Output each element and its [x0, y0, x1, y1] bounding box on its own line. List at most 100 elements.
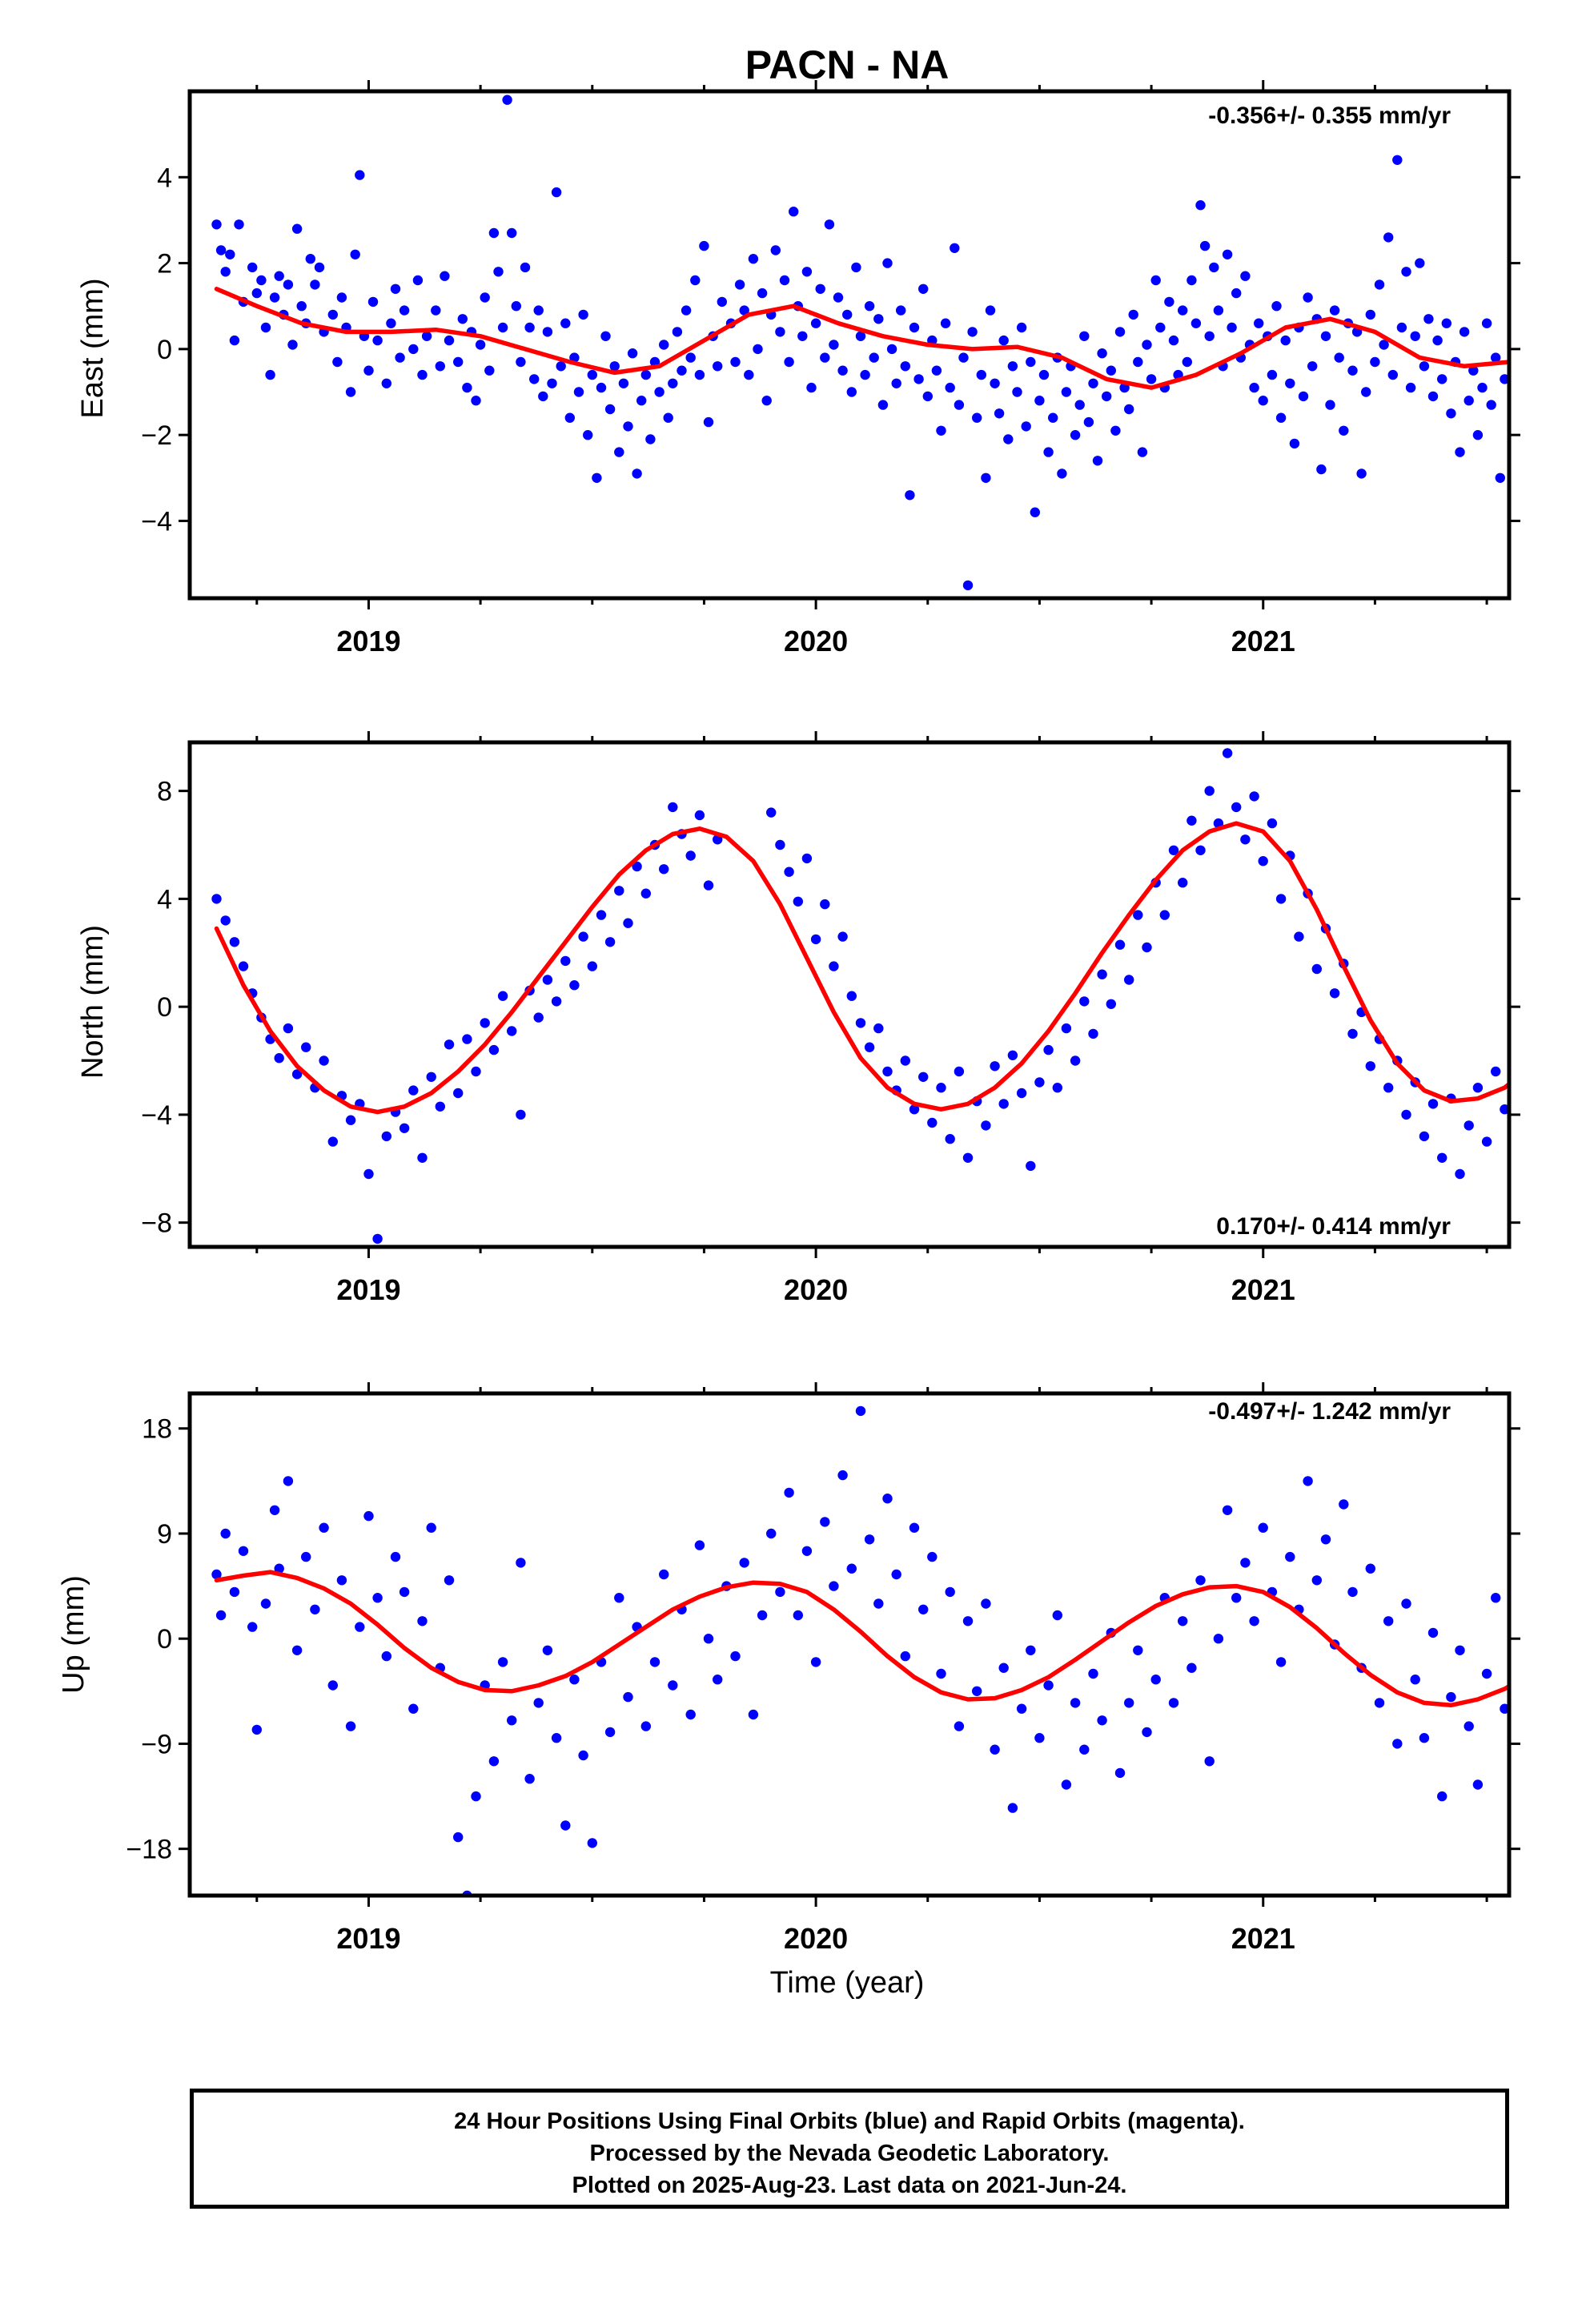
data-point	[990, 1744, 1000, 1755]
data-point	[386, 318, 396, 328]
data-point	[1477, 382, 1488, 393]
data-point	[363, 1510, 374, 1522]
data-point	[1419, 1733, 1430, 1743]
data-point	[1195, 845, 1206, 856]
data-point	[1240, 1558, 1251, 1568]
data-point	[784, 866, 794, 877]
x-tick-label: 2021	[1231, 1273, 1295, 1306]
data-point	[713, 361, 723, 372]
data-point	[399, 1123, 410, 1134]
data-point	[1410, 1675, 1420, 1685]
data-point	[291, 1645, 303, 1655]
data-point	[542, 327, 553, 337]
data-point	[524, 322, 535, 333]
data-point	[1455, 1168, 1465, 1180]
data-point	[918, 1604, 929, 1615]
data-point	[703, 416, 714, 428]
data-point	[412, 275, 424, 286]
data-point	[623, 421, 633, 432]
data-point	[511, 301, 521, 312]
data-point	[927, 1117, 938, 1128]
data-point	[981, 1120, 991, 1131]
data-point	[587, 369, 597, 380]
data-point	[417, 369, 428, 380]
data-point	[497, 991, 508, 1001]
data-point	[1464, 396, 1474, 406]
data-point	[1427, 1099, 1439, 1109]
data-point	[668, 378, 678, 388]
data-point	[1258, 856, 1268, 866]
data-point	[345, 387, 356, 397]
data-point	[972, 1686, 982, 1696]
data-point	[355, 1622, 365, 1632]
data-point	[274, 1053, 284, 1063]
data-point	[810, 1657, 821, 1667]
data-point	[363, 365, 374, 376]
data-point	[668, 802, 678, 813]
data-point	[516, 1558, 526, 1568]
data-point	[829, 1581, 839, 1591]
data-point	[699, 240, 709, 251]
data-point	[1325, 400, 1335, 410]
data-point	[1356, 468, 1367, 479]
fit-line	[214, 287, 1509, 390]
data-point	[435, 361, 445, 372]
data-point	[962, 1616, 974, 1626]
y-tick-label: 2	[157, 249, 172, 279]
data-point	[247, 1622, 258, 1632]
data-point	[1231, 1593, 1242, 1603]
data-point	[940, 318, 951, 328]
data-point	[1146, 374, 1157, 384]
data-point	[1070, 1055, 1081, 1066]
data-point	[748, 1709, 759, 1720]
data-point	[1311, 1575, 1323, 1586]
data-point	[891, 378, 901, 388]
data-point	[1213, 1634, 1224, 1644]
data-point	[685, 352, 696, 363]
data-point	[900, 1055, 911, 1066]
data-point	[310, 1604, 320, 1615]
data-point	[833, 292, 844, 303]
data-point	[734, 279, 745, 290]
y-tick-label: 4	[157, 884, 172, 915]
data-point	[1150, 1675, 1161, 1685]
data-point	[1486, 400, 1496, 410]
data-point	[632, 861, 642, 872]
data-point	[962, 580, 974, 591]
data-point	[583, 430, 593, 440]
data-point	[327, 1680, 338, 1691]
data-point	[247, 262, 258, 273]
data-point	[551, 1733, 562, 1743]
data-point	[542, 1645, 553, 1655]
data-point	[730, 1651, 741, 1662]
data-point	[390, 1551, 401, 1562]
rate-label-east: -0.356+/- 0.355 mm/yr	[1208, 103, 1451, 129]
data-point	[663, 412, 673, 423]
data-point	[440, 271, 450, 281]
data-point	[283, 1023, 294, 1034]
y-tick-label: −4	[141, 506, 172, 537]
data-point	[1057, 468, 1067, 479]
data-point	[291, 1069, 303, 1080]
data-point	[954, 1066, 965, 1077]
data-point	[829, 961, 839, 971]
data-point	[851, 262, 861, 273]
data-point	[453, 356, 464, 368]
data-point	[744, 369, 754, 380]
data-point	[520, 262, 531, 273]
data-point	[1083, 416, 1094, 428]
data-point	[471, 1791, 481, 1802]
data-point	[717, 296, 727, 308]
data-point	[1133, 910, 1143, 920]
figure-title: PACN - NA	[745, 42, 950, 87]
data-point	[480, 292, 490, 303]
data-point	[1455, 1645, 1465, 1655]
data-point	[793, 1610, 803, 1621]
data-point	[703, 1634, 714, 1644]
data-point	[395, 352, 405, 363]
data-point	[587, 961, 597, 971]
data-point	[592, 472, 602, 483]
data-point	[1204, 331, 1215, 341]
data-point	[1365, 1061, 1376, 1072]
data-point	[551, 187, 562, 198]
